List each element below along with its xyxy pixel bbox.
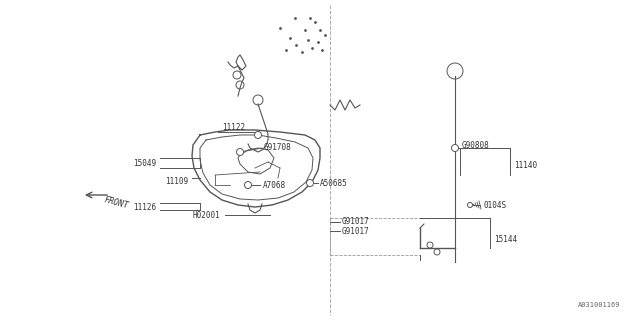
Text: 15144: 15144 <box>494 236 517 244</box>
Text: A031001169: A031001169 <box>577 302 620 308</box>
Text: 11126: 11126 <box>133 203 156 212</box>
Text: 11109: 11109 <box>165 178 188 187</box>
Circle shape <box>233 71 241 79</box>
Circle shape <box>434 249 440 255</box>
Circle shape <box>236 81 244 89</box>
Circle shape <box>237 148 243 156</box>
Text: 11122: 11122 <box>222 124 245 132</box>
Circle shape <box>253 95 263 105</box>
Text: H02001: H02001 <box>192 211 220 220</box>
Text: FRONT: FRONT <box>103 196 129 211</box>
Circle shape <box>451 145 458 151</box>
Circle shape <box>244 181 252 188</box>
Text: G91017: G91017 <box>342 218 370 227</box>
Text: 11140: 11140 <box>514 161 537 170</box>
Circle shape <box>447 63 463 79</box>
Circle shape <box>307 180 314 187</box>
Text: G90808: G90808 <box>462 140 490 149</box>
Circle shape <box>427 242 433 248</box>
Text: G91708: G91708 <box>264 143 292 153</box>
Text: A7068: A7068 <box>263 180 286 189</box>
Text: A50685: A50685 <box>320 179 348 188</box>
Text: G91017: G91017 <box>342 227 370 236</box>
Text: 15049: 15049 <box>133 158 156 167</box>
Text: 0104S: 0104S <box>484 201 507 210</box>
Circle shape <box>255 132 262 139</box>
Circle shape <box>467 203 472 207</box>
